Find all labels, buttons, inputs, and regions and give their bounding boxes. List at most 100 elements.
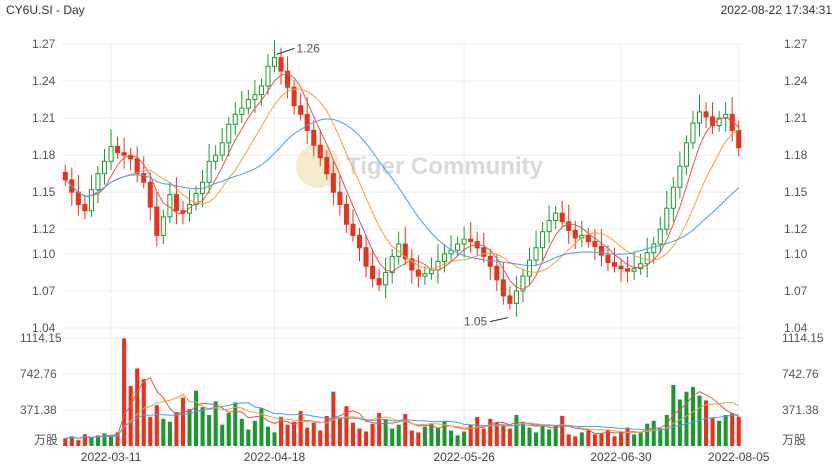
candle-body [239,107,245,115]
volume-bar [383,418,388,446]
candle-body [631,268,637,272]
candle-body [108,145,114,162]
volume-bar [213,401,218,446]
candle-body [461,238,467,245]
volume-bar [246,429,251,446]
y-tick-left: 1.18 [32,148,56,162]
volume-tick-left: 742.76 [20,367,57,381]
volume-bar [377,413,382,446]
volume-bar [468,424,473,446]
candle-body [252,94,258,101]
volume-bar [586,430,591,446]
volume-bar [337,417,342,446]
x-tick-label: 2022-08-05 [708,450,770,464]
volume-bar [514,414,519,446]
candle-body [343,204,349,225]
volume-bar [481,428,486,446]
candle-body [317,144,323,159]
volume-bar [605,429,610,446]
candle-body [415,269,421,277]
volume-bar [148,416,153,446]
volume-bar [318,430,323,446]
volume-bar [272,432,277,446]
candle-body [546,220,552,233]
volume-bar [69,436,74,446]
y-tick-left: 1.21 [32,111,56,125]
candle-body [409,258,415,271]
y-tick-right: 1.12 [784,222,808,236]
volume-bar [684,391,689,446]
candle-body [585,234,591,243]
volume-bar [429,423,434,446]
candle-body [206,160,212,183]
symbol-title: CY6U.SI - Day [6,3,85,17]
volume-tick-left: 371.38 [20,403,57,417]
volume-bar [501,425,506,446]
candle-body [441,253,448,262]
volume-bar [161,418,166,446]
ma10-line [64,88,739,273]
volume-bar [370,423,375,446]
volume-bar [128,385,133,446]
candle-body [141,173,147,183]
volume-bar [167,421,172,446]
y-tick-left: 1.27 [32,37,56,51]
candle-body [644,252,650,265]
volume-bar [658,428,663,446]
volume-bar [560,415,565,446]
volume-bar [566,434,571,446]
volume-bar [736,416,741,446]
volume-bar [645,423,650,446]
candle-body [736,129,742,149]
volume-bar [435,427,440,446]
x-tick-label: 2022-04-18 [244,450,306,464]
volume-bar [638,432,643,446]
volume-bar [200,407,205,446]
volume-bar [194,390,199,446]
low-callout-label: 1.05 [464,315,488,329]
candle-body [592,241,598,248]
candle-body [481,247,487,257]
candle-body [468,238,474,243]
candle-body [422,273,428,277]
volume-bar [135,368,140,446]
candle-body [115,145,121,154]
candle-body [651,243,657,254]
volume-bar [364,431,369,446]
ma20-line [64,118,740,267]
volume-ma20-line [65,402,739,439]
candle-body [363,247,369,267]
volume-bar [331,391,336,446]
candle-body [337,191,343,206]
volume-bar [220,424,225,446]
candle-body [513,290,519,304]
candle-body [559,212,565,223]
candle-body [605,254,611,264]
candle-body [611,262,618,267]
volume-bar [449,430,454,446]
x-tick-label: 2022-06-30 [590,450,652,464]
y-tick-left: 1.12 [32,222,56,236]
volume-bar [122,338,127,446]
y-tick-left: 1.24 [32,74,56,88]
volume-bar [547,429,552,446]
candle-body [618,265,624,270]
y-tick-right: 1.18 [784,148,808,162]
volume-bar [723,414,728,446]
volume-bar [579,432,584,446]
volume-bar [187,409,192,446]
volume-bar [357,428,362,446]
volume-bar [632,434,637,446]
candle-body [664,207,670,230]
candle-body [487,255,493,267]
candle-body [520,275,526,292]
candle-body [226,123,232,144]
volume-bar [285,424,290,446]
volume-bar [612,436,617,446]
candle-body [376,278,382,286]
volume-bar [233,402,238,446]
ma5-line [64,73,740,290]
candle-body [638,263,644,270]
high-callout-label: 1.26 [297,41,321,55]
